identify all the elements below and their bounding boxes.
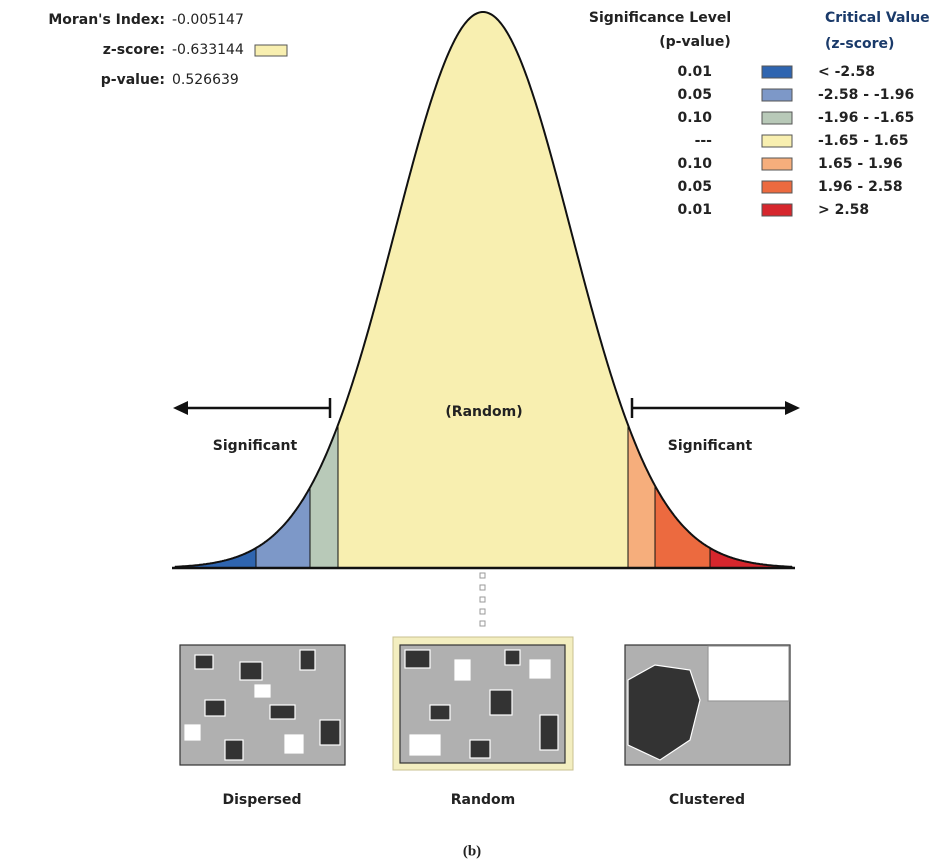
stat-value: 0.526639	[172, 72, 239, 88]
legend-p: 0.01	[677, 64, 712, 80]
legend-z: < -2.58	[818, 64, 875, 80]
legend-z: 1.65 - 1.96	[818, 156, 903, 172]
legend-header: Significance Level	[589, 10, 731, 26]
legend-p: 0.05	[677, 87, 712, 103]
legend-swatch	[762, 89, 792, 101]
curve-region	[175, 548, 256, 568]
stat-value: -0.005147	[172, 12, 244, 28]
z-swatch	[255, 45, 287, 56]
legend-header: (p-value)	[659, 34, 730, 50]
map-dispersed	[180, 645, 345, 765]
legend-p: 0.05	[677, 179, 712, 195]
curve-label: (Random)	[445, 404, 522, 420]
legend-header: Critical Value	[825, 10, 930, 26]
legend-swatch	[762, 158, 792, 170]
legend-header: (z-score)	[825, 36, 894, 52]
legend-swatch	[762, 181, 792, 193]
legend-z: 1.96 - 2.58	[818, 179, 903, 195]
curve-label: Significant	[668, 438, 753, 454]
map-clustered	[625, 645, 790, 765]
stat-label: z-score:	[103, 42, 165, 58]
curve-region	[628, 425, 655, 568]
legend-z: > 2.58	[818, 202, 869, 218]
legend: Significance Level (p-value) Critical Va…	[589, 10, 930, 218]
map-label: Clustered	[669, 792, 745, 808]
map-label: Dispersed	[222, 792, 301, 808]
dotted-link	[480, 573, 485, 626]
legend-z: -2.58 - -1.96	[818, 87, 914, 103]
map-label: Random	[451, 792, 515, 808]
moran-report: Moran's Index: -0.005147 z-score: -0.633144…	[0, 0, 945, 868]
legend-z: -1.65 - 1.65	[818, 133, 908, 149]
curve-region	[310, 425, 338, 568]
map-random	[400, 645, 565, 763]
legend-swatch	[762, 112, 792, 124]
caption: (b)	[463, 843, 481, 859]
curve-label: Significant	[213, 438, 298, 454]
stat-value: -0.633144	[172, 42, 244, 58]
legend-swatch	[762, 66, 792, 78]
legend-p: ---	[695, 133, 713, 149]
curve-region	[710, 548, 792, 568]
legend-swatch	[762, 135, 792, 147]
legend-swatch	[762, 204, 792, 216]
curve-region	[338, 12, 628, 568]
legend-z: -1.96 - -1.65	[818, 110, 914, 126]
stats: Moran's Index: -0.005147 z-score: -0.633144…	[48, 12, 287, 88]
stat-label: p-value:	[101, 72, 165, 88]
legend-p: 0.10	[677, 110, 712, 126]
legend-p: 0.01	[677, 202, 712, 218]
stat-label: Moran's Index:	[48, 12, 165, 28]
legend-p: 0.10	[677, 156, 712, 172]
